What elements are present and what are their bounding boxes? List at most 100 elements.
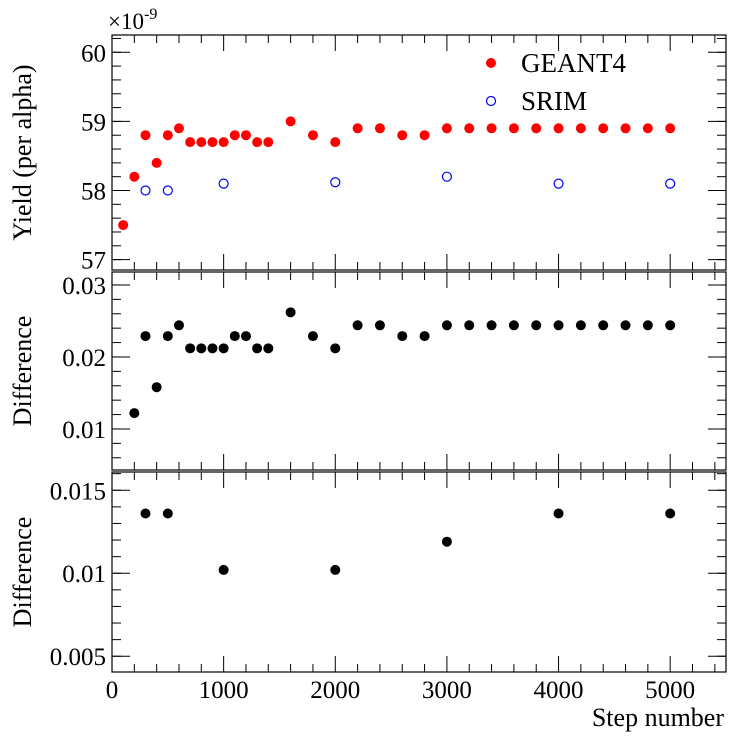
data-point [162,331,173,342]
legend-entry: GEANT4 [521,48,626,78]
data-point [263,137,274,148]
data-point [140,185,151,196]
data-point [330,343,341,354]
data-point [665,508,676,519]
data-point [330,177,341,188]
data-point [129,408,140,419]
x-tick-label: 1000 [199,677,249,704]
y-tick-label: 59 [81,109,106,136]
data-point [352,123,363,134]
data-point [330,137,341,148]
data-point [419,331,430,342]
data-point [352,320,363,331]
data-point [285,307,296,318]
legend: GEANT4 SRIM [485,48,626,116]
data-point [620,320,631,331]
data-point [553,178,564,189]
plot-frame [111,34,727,271]
y-tick-label: 0.005 [50,644,106,671]
y-tick-label: 58 [81,179,106,206]
data-point [151,157,162,168]
legend-entry: SRIM [521,86,587,116]
plot-frame [111,471,727,673]
data-point [307,130,318,141]
data-point [620,123,631,134]
data-point [598,123,609,134]
difference-panel-srim: 0.005 0.01 0.015 Difference 0 1000 2000 3000 400… [8,471,727,732]
y-tick-label: 0.03 [62,273,106,300]
data-point [140,508,151,519]
y-tick-label: 0.01 [62,417,106,444]
y-exponent-label: ×10-9 [108,6,157,34]
y-tick-label: 60 [81,40,106,67]
difference-panel-geant4: 0.01 0.02 0.03 Difference [8,271,727,471]
data-point [441,320,452,331]
y-tick-label: 0.015 [50,478,106,505]
data-point [441,171,453,182]
data-point [218,137,229,148]
data-point [575,123,586,134]
data-point [162,185,173,196]
data-point [196,343,207,354]
data-point [162,508,173,519]
data-point [140,130,151,141]
legend-marker [486,58,496,68]
data-point [229,331,240,342]
data-point [118,220,129,231]
data-point [307,331,318,342]
data-point [374,123,385,134]
y-tick-label: 0.01 [62,561,106,588]
data-point [374,320,385,331]
data-point [196,137,207,148]
data-point [162,130,173,141]
data-point [553,508,564,519]
data-point [553,123,564,134]
plot-frame [111,271,727,471]
data-point [508,123,519,134]
data-point [397,331,408,342]
data-point [173,320,184,331]
data-point [240,331,251,342]
data-point [441,536,452,547]
x-tick-label: 4000 [534,677,584,704]
x-tick-label: 2000 [310,677,360,704]
data-point [218,564,229,575]
data-point [419,130,430,141]
data-point [665,178,676,189]
y-tick-label: 0.02 [62,345,106,372]
data-point [665,123,676,134]
data-point [665,320,676,331]
data-point [207,343,218,354]
data-point [642,320,653,331]
data-point [129,171,140,182]
data-point [330,564,341,575]
data-point [464,320,475,331]
data-point [531,320,542,331]
data-point [218,343,229,354]
data-point [598,320,609,331]
data-point [486,123,497,134]
data-point [185,137,196,148]
data-point [397,130,408,141]
data-point [252,343,263,354]
data-point [140,331,151,342]
data-point [218,178,229,189]
data-point [441,123,452,134]
data-point [285,116,296,127]
data-point [185,343,196,354]
data-point [263,343,274,354]
x-axis-title: Step number [592,703,724,732]
y-tick-label: 57 [81,248,106,275]
data-point [151,382,162,393]
legend-marker [485,95,497,107]
y-axis-title: Difference [8,316,37,427]
data-point [252,137,263,148]
data-point [508,320,519,331]
data-point [553,320,564,331]
y-axis-title: Yield (per alpha) [8,64,37,240]
x-tick-label: 0 [106,677,119,704]
data-point [531,123,542,134]
data-point [486,320,497,331]
data-point [464,123,475,134]
